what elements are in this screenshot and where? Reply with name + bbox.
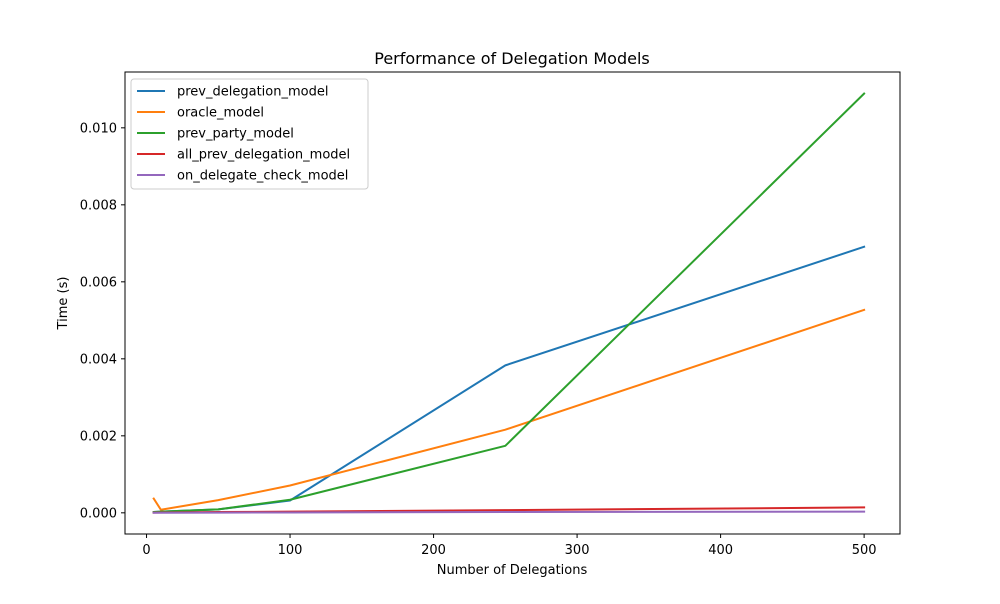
- y-axis-ticks: 0.000 0.002 0.004 0.006 0.008 0.010: [80, 121, 125, 521]
- plot-area: 0 100 200 300 400 500 0.0000.0020.0040.0060.0…: [80, 71, 901, 558]
- series-layer: [152, 92, 866, 514]
- y-tick-label: 0.008: [80, 198, 117, 213]
- x-tick-label: 400: [708, 543, 733, 558]
- chart-title: Performance of Delegation Models: [374, 49, 650, 68]
- series-line-on-delegate-check-model: [152, 510, 866, 514]
- x-tick-label: 300: [565, 543, 590, 558]
- x-tick-label: 100: [278, 543, 303, 558]
- y-tick-label: 0.000: [80, 506, 117, 521]
- legend-label: prev_party_model: [177, 127, 294, 142]
- x-tick-label: 200: [421, 543, 446, 558]
- y-tick-label: 0.002: [80, 429, 117, 444]
- legend-entries: prev_delegation_model oracle_model prev_pa…: [137, 85, 350, 184]
- plot-frame: [124, 71, 901, 535]
- y-tick-label: 0.010: [80, 121, 117, 136]
- legend-label: all_prev_delegation_model: [177, 148, 350, 163]
- legend: prev_delegation_model oracle_model prev_pa…: [130, 78, 369, 190]
- legend-box: [130, 78, 369, 190]
- x-tick-label: 500: [852, 543, 877, 558]
- series-line-oracle-model: [152, 308, 866, 511]
- x-tick-label: 0: [142, 543, 150, 558]
- legend-label: prev_delegation_model: [177, 85, 328, 100]
- x-axis-ticks: 0 100 200 300 400 500: [142, 534, 877, 558]
- legend-label: on_delegate_check_model: [177, 169, 348, 184]
- y-tick-label: 0.006: [80, 275, 117, 290]
- x-axis-label: Number of Delegations: [437, 563, 588, 578]
- legend-label: oracle_model: [177, 106, 264, 121]
- y-axis-label: Time (s): [56, 277, 71, 331]
- y-tick-label: 0.004: [80, 352, 117, 367]
